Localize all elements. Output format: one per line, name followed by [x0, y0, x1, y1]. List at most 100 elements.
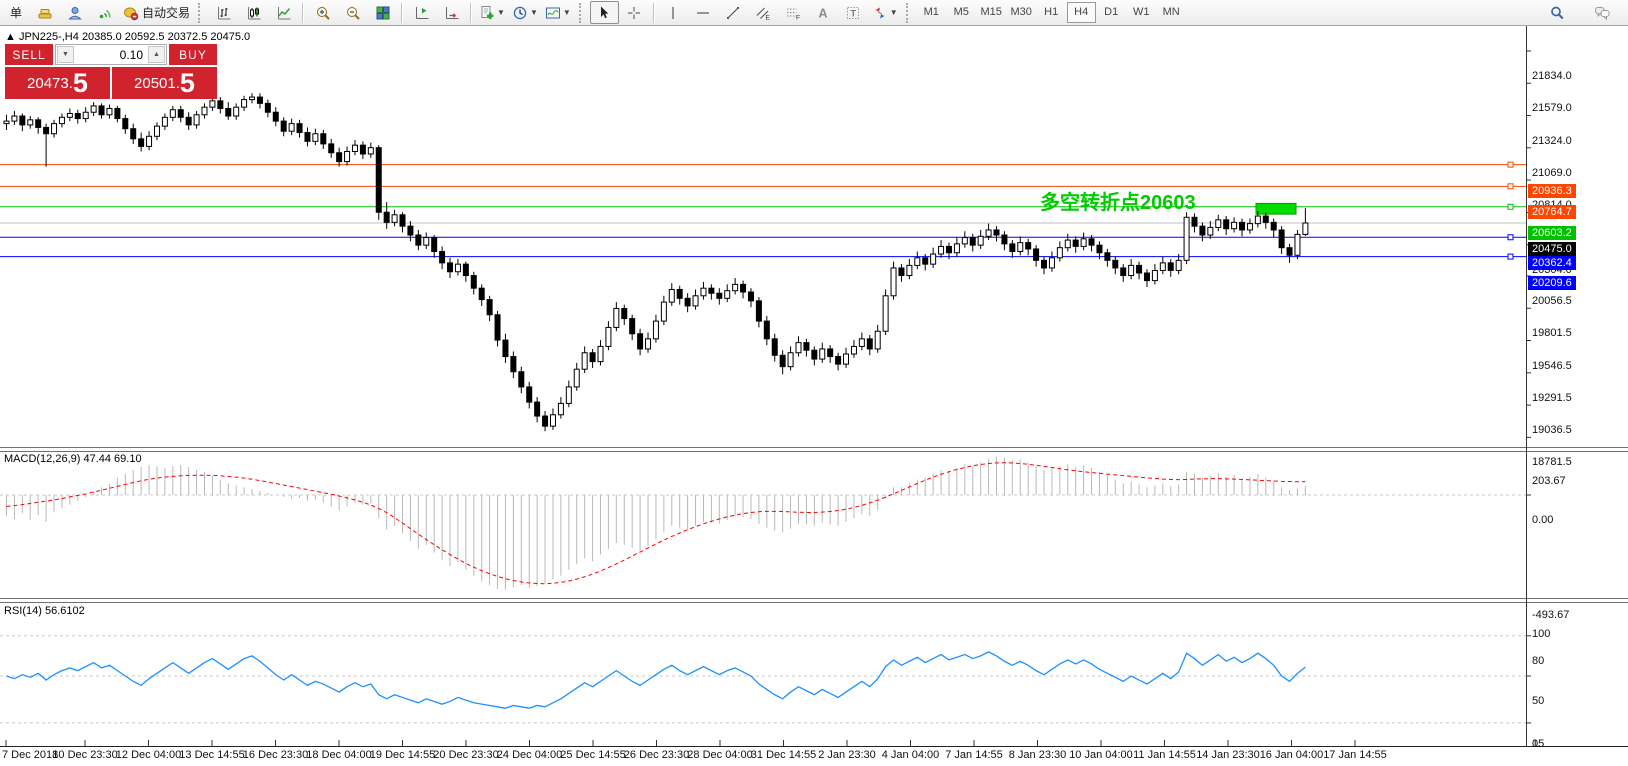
candle [1096, 244, 1103, 254]
signal-icon[interactable] [90, 1, 119, 24]
candle [1064, 239, 1071, 249]
price-axis-label: 21324.0 [1532, 134, 1572, 147]
zoomout [346, 6, 360, 20]
sell-price[interactable]: 20473. 5 [5, 67, 110, 99]
volume-input[interactable]: 0.10 [119, 47, 143, 62]
templates-icon[interactable]: ▼ [476, 1, 508, 24]
indicators-icon[interactable]: ▼ [542, 1, 574, 24]
gold-icon[interactable] [30, 1, 59, 24]
line-handle-marker[interactable] [1507, 161, 1514, 168]
candle [272, 111, 279, 122]
timeframe-m15-button[interactable]: M15 [980, 6, 1002, 18]
svg-text:F: F [796, 14, 800, 21]
candle [906, 264, 913, 277]
volume-stepper[interactable]: ▼ 0.10 ▲ [55, 44, 167, 65]
timeframe-h4-button[interactable]: H4 [1066, 2, 1096, 23]
candle [526, 386, 533, 403]
text-icon[interactable]: A [809, 1, 838, 24]
hline [697, 11, 710, 14]
timeframe-d1-button[interactable]: D1 [1104, 6, 1119, 18]
time-axis-label: 26 Dec 23:30 [623, 749, 690, 761]
tile-windows-icon[interactable] [368, 1, 397, 24]
timeframe-m30-button[interactable]: M30 [1010, 6, 1032, 18]
pane-separator[interactable] [0, 598, 1628, 603]
candle [399, 214, 406, 227]
profile [67, 6, 82, 19]
autoscroll [445, 6, 459, 19]
pane-separator[interactable] [0, 447, 1628, 452]
autotrading-button[interactable]: 自动交易 [120, 1, 193, 24]
periods-icon[interactable]: ▼ [509, 1, 541, 24]
candle [890, 267, 897, 297]
timeframe-m5-button[interactable]: M5 [953, 6, 969, 18]
candle [1120, 267, 1127, 277]
time-axis-label: 10 Jan 04:00 [1069, 749, 1133, 761]
chevron-down-icon[interactable]: ▼ [529, 8, 538, 17]
timeframe-mn-button[interactable]: MN [1162, 6, 1180, 18]
candle [1104, 252, 1111, 261]
candle [233, 106, 240, 117]
candle [1294, 233, 1301, 256]
candle [866, 338, 873, 350]
candle [470, 275, 477, 289]
cursor [601, 6, 609, 18]
one-click-trading-panel: SELL ▼ 0.10 ▲ BUY 20473. 5 20501. 5 [5, 44, 217, 99]
chart-canvas[interactable] [0, 26, 1628, 746]
profile-icon[interactable] [60, 1, 89, 24]
collapse-arrow-icon[interactable]: ▲ [5, 31, 16, 43]
candle [280, 120, 287, 132]
chevron-down-icon[interactable]: ▼ [889, 8, 898, 17]
chat-icon[interactable] [1587, 1, 1616, 24]
rsi-indicator-label: RSI(14) 56.6102 [4, 605, 85, 617]
trendline-icon[interactable] [719, 1, 748, 24]
chevron-down-icon[interactable]: ▼ [497, 8, 505, 17]
text-label-icon[interactable]: T [839, 1, 868, 24]
candle [1254, 215, 1261, 225]
cursor-icon[interactable] [589, 1, 619, 24]
candle [724, 290, 731, 299]
sell-button[interactable]: SELL [5, 44, 53, 65]
horizontal-line-icon[interactable] [689, 1, 718, 24]
channel-icon[interactable]: E [749, 1, 778, 24]
candle [858, 338, 865, 347]
timeframe-h1-button[interactable]: H1 [1044, 6, 1059, 18]
vertical-line-icon[interactable] [659, 1, 688, 24]
line-handle-marker[interactable] [1507, 203, 1514, 210]
line-chart-icon[interactable] [269, 1, 298, 24]
rsi-line [6, 651, 1306, 709]
volume-down-button[interactable]: ▼ [57, 46, 74, 63]
chart-shift-icon[interactable] [407, 1, 436, 24]
chevron-down-icon[interactable]: ▼ [562, 8, 571, 17]
highlight-box[interactable] [1255, 202, 1297, 215]
toolbar-separator [470, 2, 473, 23]
candle [1207, 226, 1214, 236]
timeframe-w1-button[interactable]: W1 [1132, 6, 1150, 18]
line-handle-marker[interactable] [1507, 253, 1514, 260]
candle [843, 353, 850, 365]
buy-button[interactable]: BUY [169, 44, 217, 65]
buy-price[interactable]: 20501. 5 [112, 67, 217, 99]
line-handle-marker[interactable] [1507, 183, 1514, 190]
line-handle-marker[interactable] [1507, 234, 1514, 241]
candle [565, 386, 572, 404]
indic [545, 7, 560, 18]
textT: T [847, 6, 860, 19]
candle [98, 105, 105, 116]
crosshair-icon[interactable] [620, 1, 649, 24]
candle [510, 356, 517, 373]
search-icon[interactable] [1542, 1, 1571, 24]
volume-up-button[interactable]: ▲ [148, 46, 165, 63]
bar-chart-icon[interactable] [209, 1, 238, 24]
fibonacci-icon[interactable]: F [779, 1, 808, 24]
candle [225, 107, 232, 117]
candle [296, 123, 303, 133]
autoscroll-icon[interactable] [437, 1, 466, 24]
arrows-icon[interactable]: ▼ [869, 1, 901, 24]
candlestick-chart-icon[interactable] [239, 1, 268, 24]
candle [1136, 264, 1143, 274]
zoom-out-icon[interactable] [338, 1, 367, 24]
zoom-in-icon[interactable] [308, 1, 337, 24]
new-order-button[interactable]: 单 [0, 1, 29, 24]
toolbar-separator [302, 2, 305, 23]
timeframe-m1-button[interactable]: M1 [923, 6, 939, 18]
